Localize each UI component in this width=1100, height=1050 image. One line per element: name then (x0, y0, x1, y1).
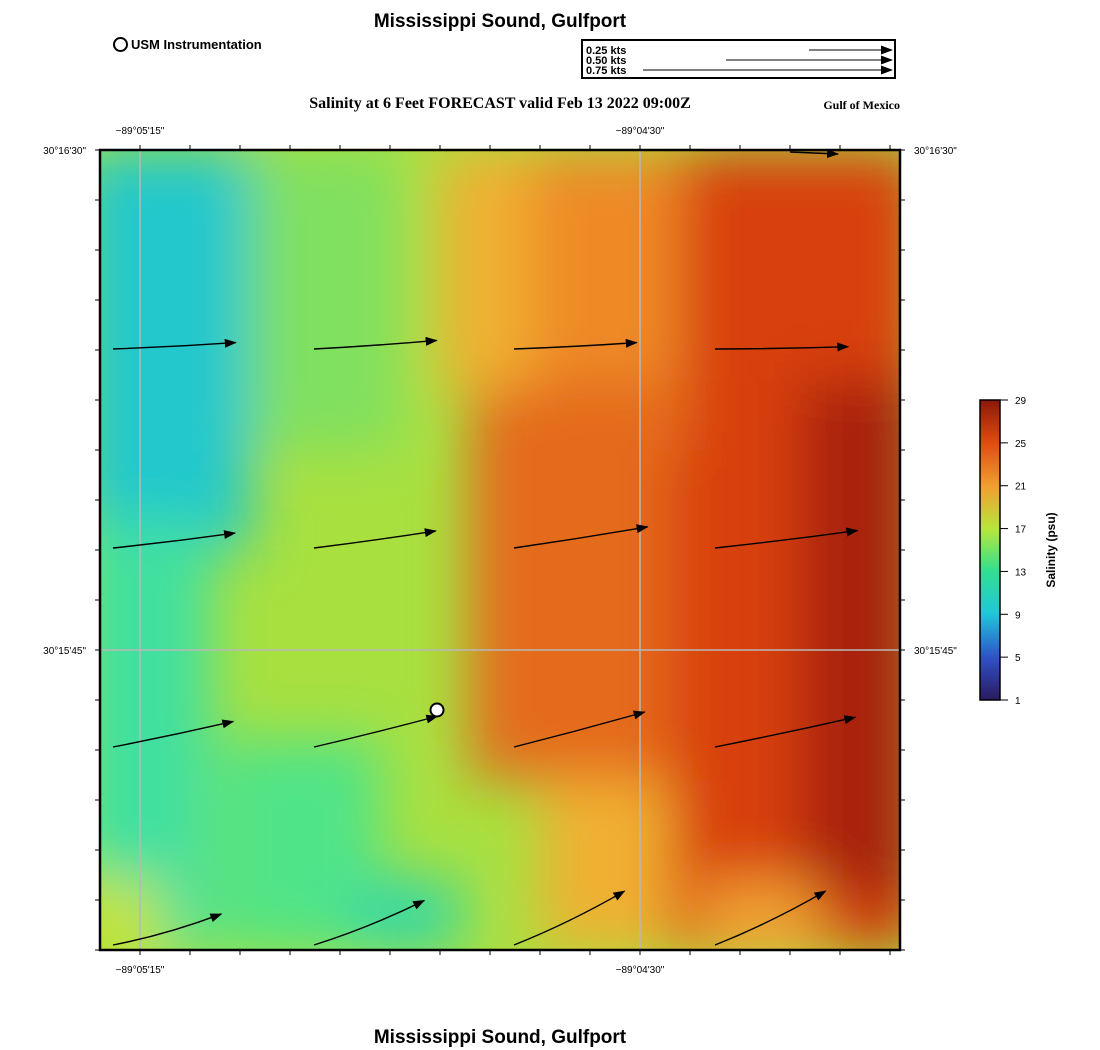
footer-title: Mississippi Sound, Gulfport (373, 1027, 627, 1048)
colorbar-tick-label: 29 (1015, 396, 1027, 407)
current-vector (714, 715, 857, 748)
vector-scale-label: 0.25 kts (586, 45, 626, 57)
current-vector (112, 338, 237, 350)
current-vector (313, 336, 438, 350)
current-vector (112, 530, 237, 549)
salinity-field (100, 150, 900, 950)
current-vector (513, 710, 646, 748)
lat-tick-right-1: 30°16'30" (914, 146, 957, 157)
lon-tick-top-1: −89°05'15" (116, 126, 165, 137)
colorbar-title: Salinity (psu) (1044, 512, 1058, 587)
current-vector (714, 890, 827, 946)
current-vector (112, 719, 235, 748)
current-vector (513, 524, 649, 549)
salinity-colorbar: 29 25 21 17 13 9 5 1 Salinity (psu) (979, 396, 1058, 707)
current-vector (513, 338, 638, 350)
current-vector (313, 899, 426, 946)
station-legend: USM Instrumentation (113, 37, 262, 52)
colorbar-tick-label: 5 (1015, 653, 1021, 664)
vector-scale-label: 0.75 kts (586, 65, 626, 77)
current-vector (112, 913, 223, 946)
current-vector (313, 714, 439, 748)
colorbar-tick-label: 21 (1015, 482, 1027, 493)
map-title: Mississippi Sound, Gulfport (373, 11, 627, 32)
lat-tick-left-1: 30°16'30" (43, 146, 86, 157)
vector-scale-label: 0.50 kts (586, 55, 626, 67)
usm-station-marker[interactable] (429, 702, 445, 718)
current-vector (513, 890, 626, 946)
lat-tick-left-2: 30°15'45" (43, 646, 86, 657)
colorbar-tick-label: 25 (1015, 439, 1027, 450)
region-label: Gulf of Mexico (823, 98, 900, 112)
current-vector (714, 342, 850, 352)
lon-tick-bottom-2: −89°04'30" (616, 965, 665, 976)
map-subtitle: Salinity at 6 Feet FORECAST valid Feb 13… (309, 95, 691, 112)
colorbar-tick-label: 17 (1015, 525, 1027, 536)
edge-vector (789, 150, 839, 159)
lat-tick-right-2: 30°15'45" (914, 646, 957, 657)
station-marker-icon (113, 37, 128, 52)
colorbar-tick-label: 1 (1015, 696, 1021, 707)
current-vector (313, 528, 437, 549)
colorbar-tick-label: 13 (1015, 567, 1027, 578)
lon-tick-top-2: −89°04'30" (616, 126, 665, 137)
lon-tick-bottom-1: −89°05'15" (116, 965, 165, 976)
colorbar-tick-label: 9 (1015, 610, 1021, 621)
current-vector (714, 527, 859, 549)
station-legend-label: USM Instrumentation (131, 37, 262, 52)
